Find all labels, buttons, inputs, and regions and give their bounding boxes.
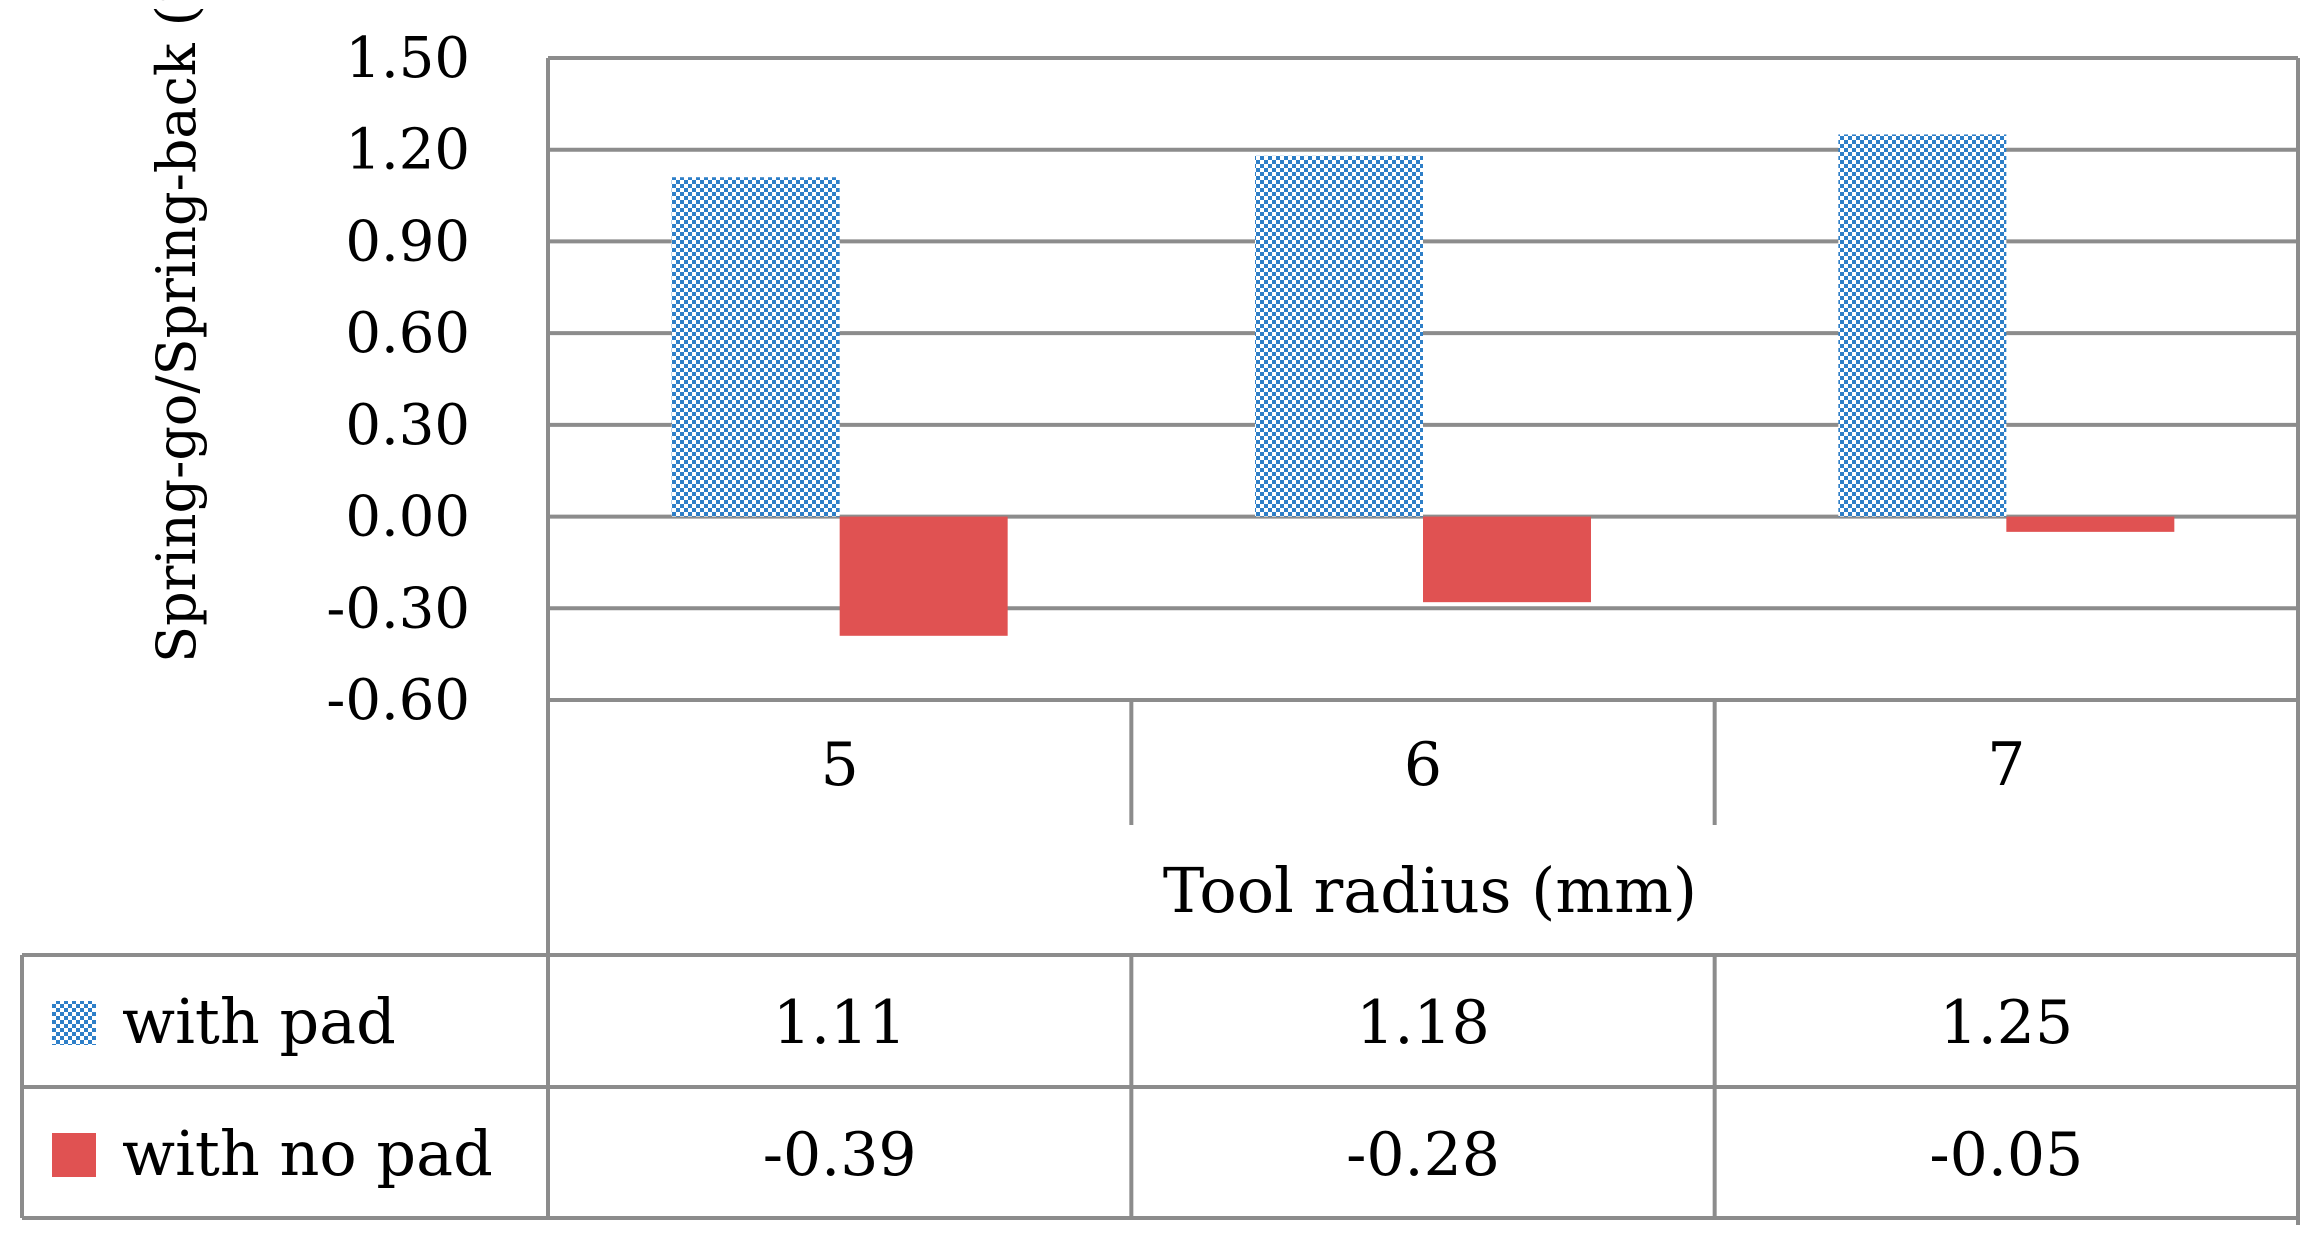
bar-with-no-pad [2006, 516, 2175, 532]
bar-with-no-pad [1423, 516, 1591, 603]
y-tick-label: 0.30 [345, 393, 470, 458]
y-tick-label: 0.00 [345, 485, 470, 550]
legend-swatch-with-no-pad [52, 1133, 96, 1177]
table-cell-value: -0.28 [1346, 1120, 1500, 1190]
bar-with-pad [1838, 134, 2007, 517]
y-axis-ticks: 1.50 1.20 0.90 0.60 0.30 0.00 -0.30 -0.60 [326, 26, 470, 733]
bar-with-pad [1255, 155, 1423, 517]
table-cell-value: 1.18 [1356, 988, 1490, 1058]
x-axis-label: Tool radius (mm) [1163, 854, 1697, 927]
y-axis-label: Spring-go/Spring-back (°) [145, 0, 208, 663]
bar-with-no-pad [839, 516, 1008, 636]
x-tick-label: 7 [1987, 730, 2025, 800]
table-cell-value: -0.39 [763, 1120, 917, 1190]
legend-label: with pad [122, 985, 396, 1058]
x-tick-label: 6 [1404, 730, 1442, 800]
x-axis-categories: 5 6 7 [821, 730, 2026, 800]
y-tick-label: 1.50 [345, 26, 470, 91]
table-cell-value: 1.11 [773, 988, 907, 1058]
y-tick-label: -0.60 [326, 668, 470, 733]
legend-swatch-with-pad [52, 1001, 96, 1045]
bar-with-pad [671, 177, 840, 517]
y-tick-label: 1.20 [345, 118, 470, 183]
data-table: with pad 1.11 1.18 1.25 with no pad -0.39 -0.2… [20, 953, 2298, 1220]
table-cell-value: -0.05 [1929, 1120, 2083, 1190]
x-tick-label: 5 [821, 730, 859, 800]
legend-label: with no pad [122, 1117, 493, 1190]
table-cell-value: 1.25 [1940, 988, 2074, 1058]
bars [671, 134, 2175, 636]
y-tick-label: 0.90 [345, 209, 470, 274]
y-tick-label: 0.60 [345, 301, 470, 366]
y-tick-label: -0.30 [326, 576, 470, 641]
